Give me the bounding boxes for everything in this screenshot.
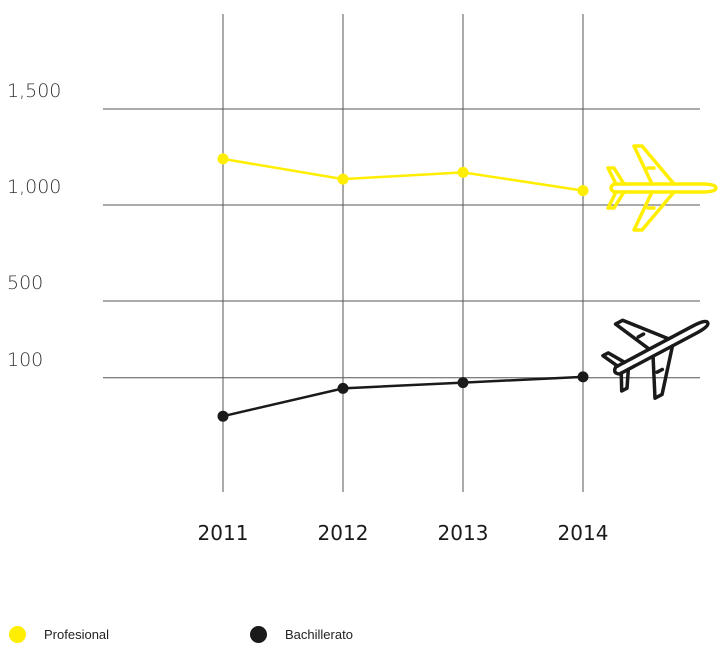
data-point-bachillerato <box>457 377 469 389</box>
y-axis: 1,500 1,000 500 100 <box>7 80 61 371</box>
series-line-bachillerato <box>222 375 584 418</box>
airplane-icon-black <box>601 318 710 400</box>
airplane-icon-yellow <box>606 144 718 232</box>
grid-lines <box>103 14 700 492</box>
legend-swatch-bachillerato <box>250 626 267 643</box>
y-tick-label: 1,000 <box>7 176 61 198</box>
legend-swatch-profesional <box>9 626 26 643</box>
legend-item-profesional: Profesional <box>9 626 109 643</box>
y-tick-label: 1,500 <box>7 80 61 102</box>
data-point-profesional <box>457 166 469 178</box>
x-tick-label: 2012 <box>318 521 369 545</box>
y-tick-label: 100 <box>7 349 43 371</box>
legend-label-profesional: Profesional <box>44 627 110 642</box>
series-lines <box>217 153 589 422</box>
data-point-profesional <box>577 185 589 197</box>
legend-label-bachillerato: Bachillerato <box>285 627 353 642</box>
data-point-bachillerato <box>577 371 589 383</box>
x-tick-label: 2013 <box>438 521 489 545</box>
x-tick-label: 2014 <box>558 521 609 545</box>
data-point-bachillerato <box>217 410 229 422</box>
x-axis: 2011 2012 2013 2014 <box>198 521 609 545</box>
data-point-profesional <box>337 173 349 185</box>
data-point-bachillerato <box>337 382 349 394</box>
series-line-profesional <box>222 157 584 192</box>
data-point-profesional <box>217 153 229 165</box>
y-tick-label: 500 <box>7 272 43 294</box>
x-tick-label: 2011 <box>198 521 249 545</box>
legend-item-bachillerato: Bachillerato <box>250 626 353 643</box>
